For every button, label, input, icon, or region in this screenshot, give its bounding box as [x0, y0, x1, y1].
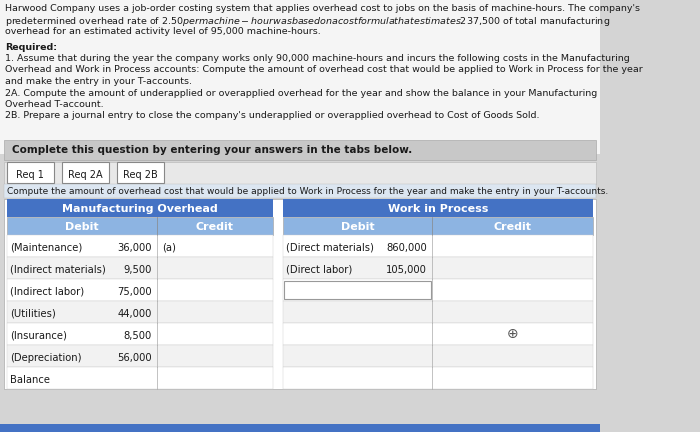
FancyBboxPatch shape: [7, 199, 272, 217]
Text: Overhead T-account.: Overhead T-account.: [5, 100, 104, 109]
Text: and make the entry in your T-accounts.: and make the entry in your T-accounts.: [5, 77, 192, 86]
Text: 2B. Prepare a journal entry to close the company's underapplied or overapplied o: 2B. Prepare a journal entry to close the…: [5, 111, 540, 121]
Text: (a): (a): [162, 243, 176, 253]
Text: (Direct materials): (Direct materials): [286, 243, 374, 253]
Text: 56,000: 56,000: [117, 353, 152, 363]
Text: (Insurance): (Insurance): [10, 331, 67, 341]
FancyBboxPatch shape: [7, 217, 272, 235]
FancyBboxPatch shape: [4, 184, 596, 198]
Text: Manufacturing Overhead: Manufacturing Overhead: [62, 204, 218, 214]
FancyBboxPatch shape: [4, 140, 596, 160]
FancyBboxPatch shape: [283, 301, 593, 323]
Text: Compute the amount of overhead cost that would be applied to Work in Process for: Compute the amount of overhead cost that…: [7, 187, 608, 196]
FancyBboxPatch shape: [283, 279, 593, 301]
FancyBboxPatch shape: [0, 0, 600, 154]
FancyBboxPatch shape: [7, 257, 272, 279]
Text: Req 1: Req 1: [17, 170, 44, 180]
Text: 2A. Compute the amount of underapplied or overapplied overhead for the year and : 2A. Compute the amount of underapplied o…: [5, 89, 597, 98]
FancyBboxPatch shape: [62, 162, 109, 183]
Text: Harwood Company uses a job-order costing system that applies overhead cost to jo: Harwood Company uses a job-order costing…: [5, 4, 640, 13]
FancyBboxPatch shape: [4, 162, 596, 184]
Text: 36,000: 36,000: [118, 243, 152, 253]
Text: (Indirect labor): (Indirect labor): [10, 287, 85, 297]
FancyBboxPatch shape: [283, 235, 593, 257]
Text: Credit: Credit: [494, 222, 531, 232]
Text: 105,000: 105,000: [386, 265, 427, 275]
Text: Balance: Balance: [10, 375, 50, 385]
Text: Debit: Debit: [341, 222, 374, 232]
FancyBboxPatch shape: [117, 162, 164, 183]
Text: Req 2B: Req 2B: [122, 170, 158, 180]
FancyBboxPatch shape: [283, 345, 593, 367]
Text: Debit: Debit: [65, 222, 99, 232]
FancyBboxPatch shape: [4, 199, 596, 389]
Text: Credit: Credit: [196, 222, 234, 232]
Text: (Utilities): (Utilities): [10, 309, 56, 319]
Text: Work in Process: Work in Process: [388, 204, 489, 214]
Text: Req 2A: Req 2A: [68, 170, 103, 180]
FancyBboxPatch shape: [7, 235, 272, 257]
FancyBboxPatch shape: [7, 279, 272, 301]
FancyBboxPatch shape: [7, 345, 272, 367]
Text: (Direct labor): (Direct labor): [286, 265, 353, 275]
Text: 44,000: 44,000: [118, 309, 152, 319]
FancyBboxPatch shape: [7, 323, 272, 345]
Text: 860,000: 860,000: [386, 243, 427, 253]
FancyBboxPatch shape: [283, 199, 593, 217]
Text: 75,000: 75,000: [117, 287, 152, 297]
FancyBboxPatch shape: [284, 281, 431, 299]
Text: Overhead and Work in Process accounts: Compute the amount of overhead cost that : Overhead and Work in Process accounts: C…: [5, 66, 643, 74]
Text: predetermined overhead rate of $2.50 per machine-hour was based on a cost formul: predetermined overhead rate of $2.50 per…: [5, 16, 610, 29]
Text: Complete this question by entering your answers in the tabs below.: Complete this question by entering your …: [12, 145, 412, 155]
FancyBboxPatch shape: [7, 367, 272, 389]
Text: ⊕: ⊕: [507, 327, 519, 341]
Text: overhead for an estimated activity level of 95,000 machine-hours.: overhead for an estimated activity level…: [5, 27, 321, 36]
Text: (Overhead) (a): (Overhead) (a): [286, 287, 360, 297]
Text: (Depreciation): (Depreciation): [10, 353, 82, 363]
FancyBboxPatch shape: [283, 217, 593, 235]
Text: Required:: Required:: [5, 42, 57, 51]
FancyBboxPatch shape: [7, 162, 54, 183]
FancyBboxPatch shape: [283, 257, 593, 279]
Text: (Indirect materials): (Indirect materials): [10, 265, 106, 275]
Text: 1. Assume that during the year the company works only 90,000 machine-hours and i: 1. Assume that during the year the compa…: [5, 54, 630, 63]
FancyBboxPatch shape: [7, 301, 272, 323]
FancyBboxPatch shape: [283, 323, 593, 345]
Text: (Maintenance): (Maintenance): [10, 243, 83, 253]
Text: 8,500: 8,500: [124, 331, 152, 341]
Text: 9,500: 9,500: [123, 265, 152, 275]
FancyBboxPatch shape: [0, 424, 600, 432]
FancyBboxPatch shape: [283, 367, 593, 389]
